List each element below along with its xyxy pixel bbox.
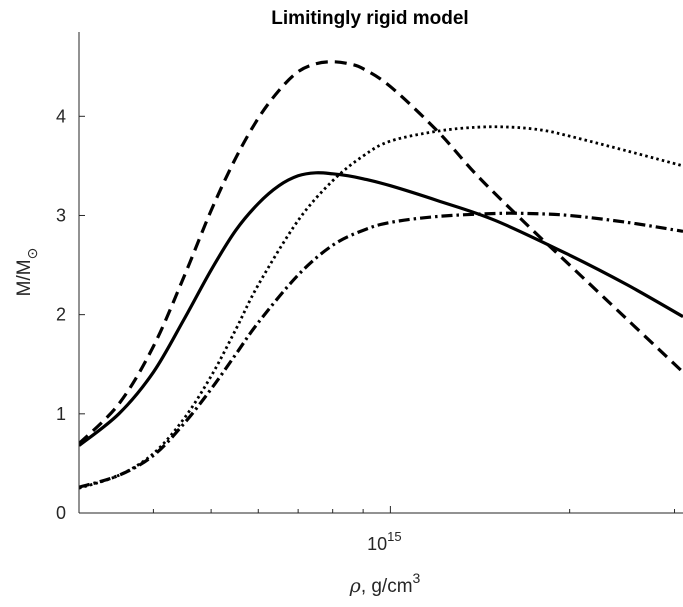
axes-layer	[78, 32, 683, 514]
x-axis-label: ρ, g/cm3	[349, 570, 421, 597]
series-line-dashed	[79, 60, 683, 445]
ticks-layer: 0 1 2 3 4 1015	[56, 106, 676, 554]
series-line-solid	[79, 171, 683, 447]
chart-title: Limitingly rigid model	[271, 8, 468, 29]
y-axis-label-text: M/M⊙	[14, 248, 40, 297]
y-tick-label: 2	[56, 305, 66, 325]
y-tick-label: 0	[56, 503, 66, 523]
y-tick-label: 3	[56, 205, 66, 225]
series-line-dashdot	[79, 211, 683, 489]
x-tick-label: 1015	[367, 529, 402, 554]
y-tick-label: 4	[56, 106, 66, 126]
y-axis-label: M/M⊙	[14, 248, 40, 297]
x-axis-label-text: ρ, g/cm3	[349, 570, 421, 597]
y-tick-label: 1	[56, 404, 66, 424]
series-layer	[79, 60, 683, 490]
series-line-dotted	[79, 125, 683, 490]
